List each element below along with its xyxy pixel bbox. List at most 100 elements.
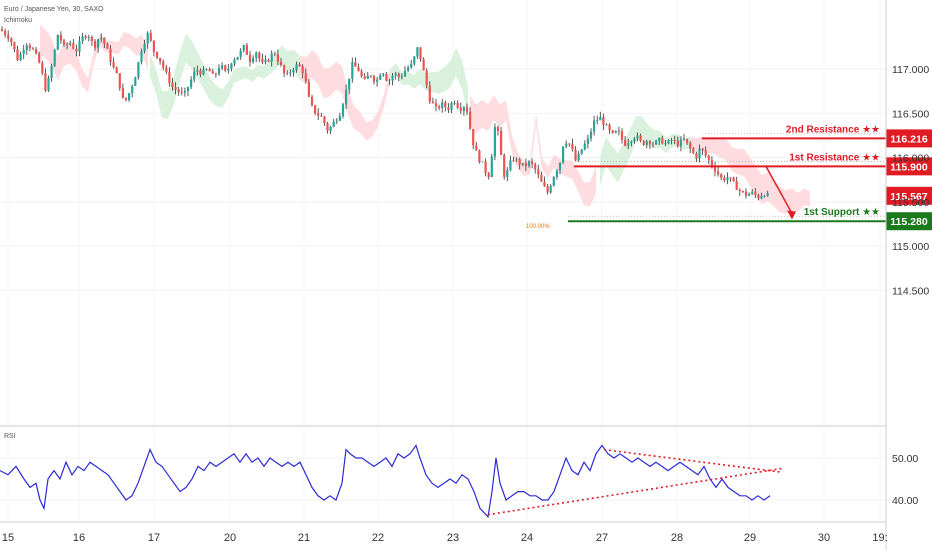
candle-down [118, 73, 121, 89]
candle-down [434, 103, 438, 107]
candle-up [146, 32, 149, 44]
candle-down [248, 54, 252, 63]
candle-up [242, 45, 245, 51]
candle-down [267, 59, 270, 62]
candle-up [202, 69, 205, 75]
candle-down [729, 177, 732, 179]
candle-down [171, 82, 174, 88]
candle-up [726, 177, 729, 181]
candle-down [568, 143, 571, 145]
candle-down [159, 57, 162, 62]
candle-up [332, 121, 335, 127]
candle-down [472, 129, 475, 146]
candle-up [403, 70, 407, 77]
rsi-tick-label: 40.00 [892, 495, 918, 507]
candle-down [738, 189, 741, 192]
candle-down [90, 36, 93, 41]
candle-up [506, 170, 509, 177]
candle-down [438, 106, 441, 108]
candle-down [72, 43, 75, 49]
candle-down [162, 61, 165, 68]
candle-down [310, 96, 314, 106]
time-tick-label: 16 [73, 532, 85, 544]
candle-up [394, 73, 397, 76]
candle-up [143, 43, 146, 52]
candle-down [741, 191, 744, 192]
candle-down [704, 150, 707, 156]
candle-up [558, 162, 562, 171]
candle-up [292, 69, 295, 73]
candle-down [686, 138, 689, 144]
candle-down [258, 52, 261, 59]
candle-down [115, 67, 118, 74]
candle-up [69, 43, 72, 45]
time-axis[interactable]: 15 16 17 20 21 22 23 24 27 28 29 30 19: [2, 532, 888, 544]
candle-down [546, 186, 549, 193]
candle-up [87, 36, 90, 38]
candle-down [707, 155, 710, 160]
candle-down [754, 191, 757, 196]
candle-down [372, 76, 376, 82]
candle-up [655, 140, 658, 145]
price-tick-label: 116.000 [892, 153, 929, 165]
candle-up [196, 70, 199, 72]
candle-down [320, 115, 323, 117]
candle-down [648, 141, 651, 144]
candle-down [571, 143, 574, 150]
candle-down [602, 117, 605, 125]
candle-up [56, 34, 59, 50]
candle-down [93, 40, 97, 48]
candle-down [4, 30, 7, 36]
candle-down [422, 59, 425, 71]
cloud-segment [600, 116, 690, 186]
candle-down [661, 137, 664, 144]
candle-up [670, 140, 673, 141]
candle-up [416, 47, 419, 57]
candle-down [109, 48, 112, 62]
candle-down [10, 38, 13, 43]
candle-up [270, 53, 273, 62]
candle-up [193, 71, 196, 80]
price-axis[interactable]: 117.000 116.500 116.000 115.500 115.000 114.5… [892, 64, 929, 297]
candle-down [124, 97, 128, 101]
candle-up [555, 170, 558, 178]
candle-up [348, 78, 351, 90]
candle-up [599, 117, 602, 121]
candle-up [549, 185, 552, 193]
candle-up [252, 58, 255, 63]
candle-up [407, 67, 410, 71]
candle-down [62, 40, 66, 45]
candle-up [515, 159, 518, 161]
candle-up [645, 141, 648, 145]
candle-down [283, 65, 286, 74]
candle-down [701, 148, 704, 151]
time-tick-label: 17 [148, 532, 160, 544]
time-tick-label: 19: [872, 532, 887, 544]
candle-up [413, 56, 416, 64]
candle-up [490, 156, 493, 178]
candle-up [22, 49, 25, 55]
time-tick-label: 23 [447, 532, 459, 544]
cloud-segment [390, 48, 468, 116]
candle-down [103, 37, 106, 44]
candle-up [53, 49, 56, 66]
cloud-segment [690, 136, 810, 214]
price-tick-label: 114.500 [892, 285, 929, 297]
candle-up [205, 69, 208, 70]
candle-down [363, 76, 366, 79]
candle-down [177, 89, 180, 93]
price-tick-label: 115.500 [892, 197, 929, 209]
time-tick-label: 29 [744, 532, 756, 544]
price-tick-label: 116.500 [892, 108, 929, 120]
candle-down [385, 73, 388, 81]
candle-up [751, 191, 754, 194]
candle-down [447, 107, 450, 110]
level-price-box [886, 212, 932, 231]
candle-up [335, 120, 338, 122]
candle-up [521, 163, 524, 165]
candle-up [140, 51, 143, 63]
candle-down [475, 145, 478, 151]
candle-down [261, 58, 264, 63]
rsi-axis[interactable]: 50.00 40.00 [892, 453, 918, 507]
price-tick-label: 117.000 [892, 64, 929, 76]
